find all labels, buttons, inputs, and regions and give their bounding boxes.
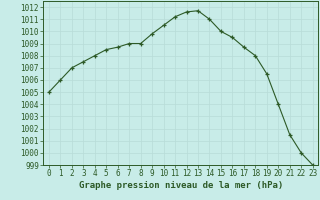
X-axis label: Graphe pression niveau de la mer (hPa): Graphe pression niveau de la mer (hPa) <box>79 181 283 190</box>
